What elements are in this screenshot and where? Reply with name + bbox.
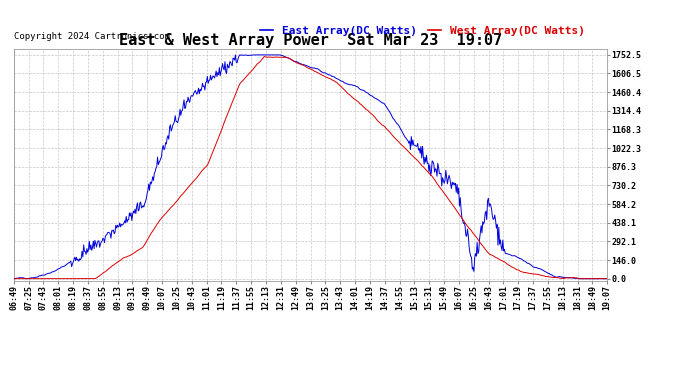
Text: Copyright 2024 Cartronics.com: Copyright 2024 Cartronics.com [14,33,170,42]
Title: East & West Array Power  Sat Mar 23  19:07: East & West Array Power Sat Mar 23 19:07 [119,33,502,48]
Legend: East Array(DC Watts), West Array(DC Watts): East Array(DC Watts), West Array(DC Watt… [255,22,590,40]
